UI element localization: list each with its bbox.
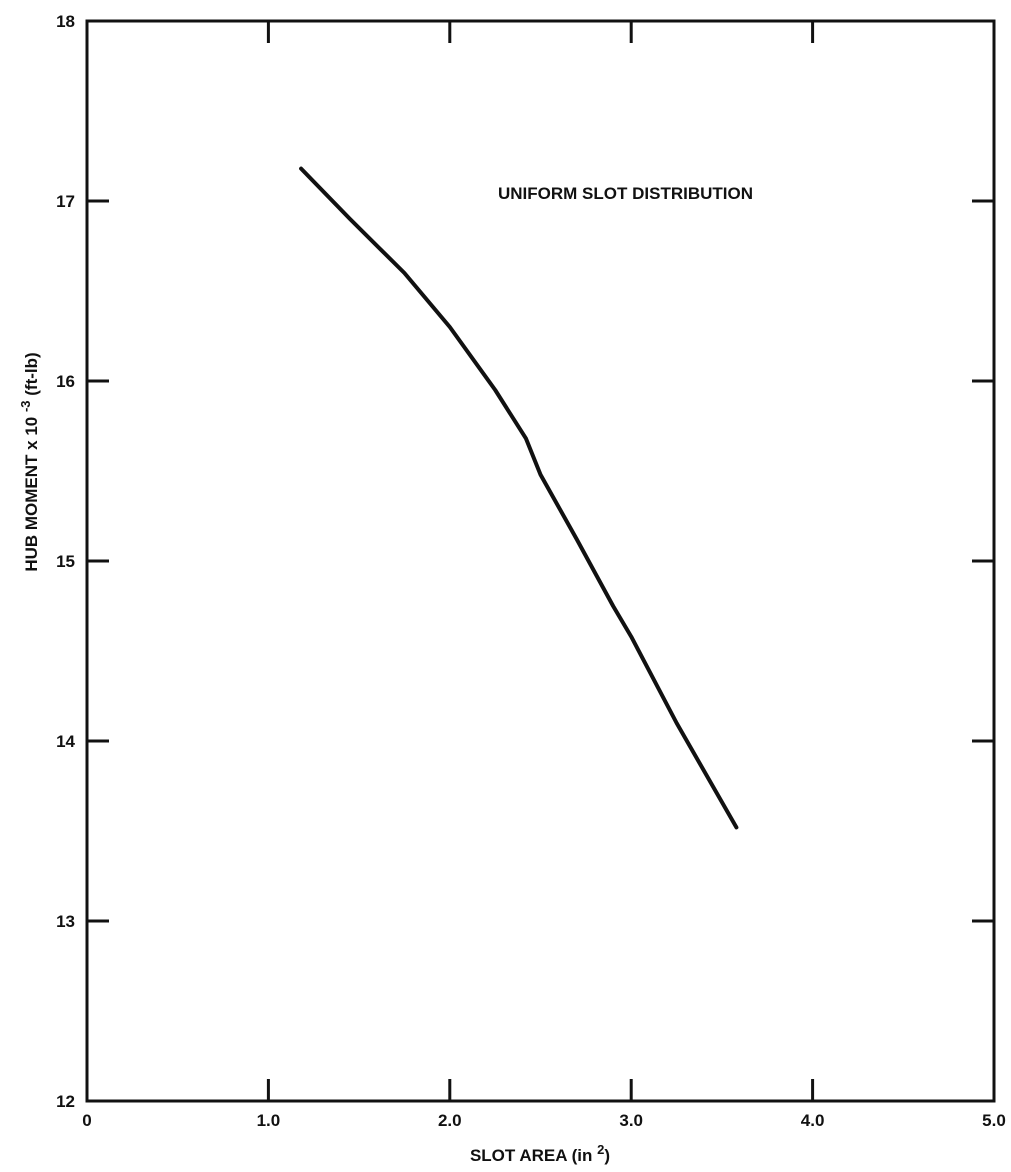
series-line-hub-moment: [299, 166, 739, 830]
x-axis-title: SLOT AREA (in 2): [470, 1142, 610, 1166]
x-tick-label: 1.0: [257, 1111, 281, 1130]
plot-frame: [85, 19, 996, 1103]
y-axis-title: HUB MOMENT x 10 -3 (ft-lb): [18, 352, 42, 571]
x-tick-label: 0: [82, 1111, 91, 1130]
x-tick-label: 4.0: [801, 1111, 825, 1130]
y-tick-label: 15: [56, 552, 75, 571]
y-tick-label: 13: [56, 912, 75, 931]
x-tick-label: 5.0: [982, 1111, 1006, 1130]
y-tick-label: 17: [56, 192, 75, 211]
y-tick-label: 16: [56, 372, 75, 391]
y-tick-label: 14: [56, 732, 75, 751]
y-tick-label: 18: [56, 12, 75, 31]
x-tick-label: 3.0: [619, 1111, 643, 1130]
y-tick-label: 12: [56, 1092, 75, 1111]
annotation-label: UNIFORM SLOT DISTRIBUTION: [498, 184, 753, 203]
x-tick-label: 2.0: [438, 1111, 462, 1130]
